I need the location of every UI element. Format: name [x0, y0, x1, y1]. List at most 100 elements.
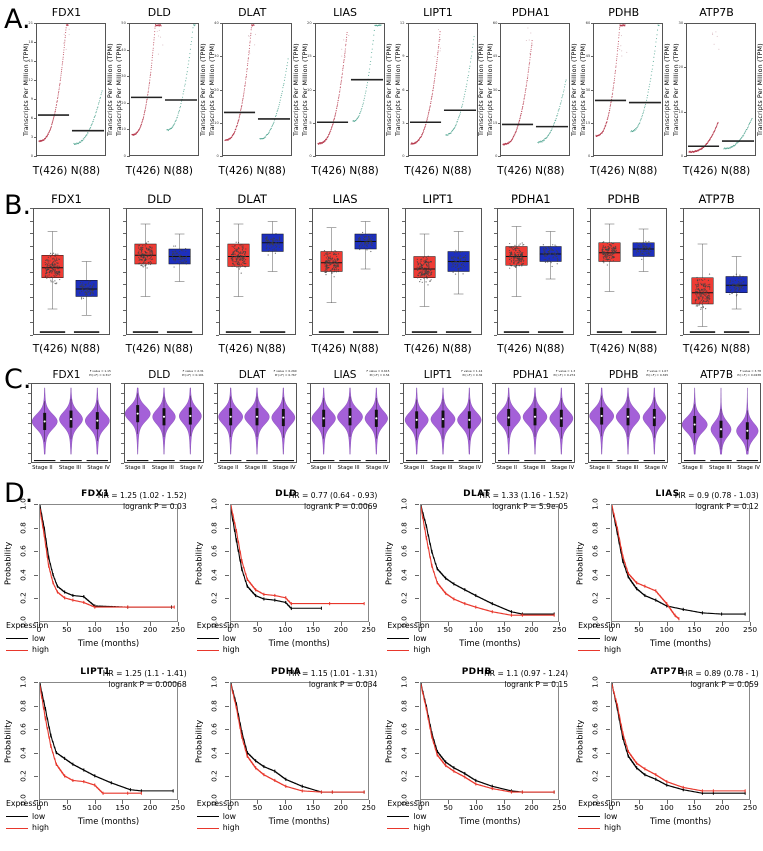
x-tick-mark [313, 622, 315, 626]
chart-title: DLD [147, 6, 171, 19]
x-tick-mark [340, 800, 342, 804]
chart-title: PDHA [270, 667, 302, 677]
x-tick-label: 0 [36, 625, 42, 634]
x-axis-label: Time (months) [268, 638, 330, 648]
y-axis-label: Transcripts Per Million (TPM) [22, 43, 30, 137]
plot-area [309, 383, 390, 463]
y-tick-label: 0.4 [590, 568, 600, 581]
y-tick-mark [606, 776, 611, 778]
stage-label: Stage III [616, 465, 639, 471]
panel-c-chart-pdha1: PDHA1 F value = 1.3 Pr(>F) = 0.274 Stage II… [484, 369, 577, 482]
y-tick-mark [606, 622, 611, 623]
legend-item-high: high [6, 644, 49, 656]
logrank-p: logrank P = 0.034 [308, 680, 378, 689]
y-axis-label: Probability [193, 541, 204, 585]
anova-stat: F value = 1.14 Pr(>F) = 0.32 [461, 369, 483, 377]
chart-title: PDHA1 [511, 6, 550, 19]
x-tick-label: 50 [62, 803, 72, 812]
pr-value: Pr(>F) = 0.32 [462, 372, 483, 377]
stage-labels: Stage II Stage III Stage IV [493, 465, 577, 471]
y-axis-ticks [397, 383, 403, 464]
y-tick-mark [415, 729, 420, 731]
plot-area [420, 504, 560, 622]
legend-item-high: high [6, 822, 49, 834]
y-tick-label: 0.4 [18, 746, 28, 759]
x-tick-mark [285, 622, 287, 626]
legend-line-icon [196, 637, 219, 639]
legend-label: high [222, 645, 240, 655]
legend-line-icon [196, 827, 219, 829]
x-tick-label: 250 [743, 625, 758, 634]
plot-area [39, 504, 178, 622]
y-tick-label: 45 [585, 54, 591, 59]
y-tick-label: 30 [121, 74, 126, 79]
stage-label: Stage III [337, 465, 360, 471]
chart-title: ATP7B [699, 6, 734, 19]
x-tick-label: 50 [634, 803, 644, 812]
y-tick-mark [34, 551, 38, 553]
plot-area [495, 383, 576, 463]
legend-line-icon [196, 649, 219, 651]
x-tick-label: 200 [524, 803, 539, 812]
x-tick-label: 150 [306, 803, 321, 812]
y-tick-mark [606, 682, 611, 683]
survival-stat: HR = 1.1 (0.97 - 1.24) logrank P = 0.15 [484, 668, 568, 690]
legend-item-low: low [6, 811, 49, 823]
legend-item-low: low [578, 811, 621, 823]
y-tick-mark [224, 776, 229, 778]
chart-title: LIPT1 [422, 192, 454, 206]
x-tick-mark [448, 622, 450, 626]
panel-d-chart-pdha: PDHA Probability 0.0 0.2 0.4 0.6 0.8 1.0 0 50 100 1… [191, 665, 382, 840]
x-tick-label: 150 [496, 625, 511, 634]
logrank-p: logrank P = 0.12 [695, 502, 759, 511]
panel-c-chart-pdhb: PDHB F value = 1.07 Pr(>F) = 0.345 Stage II… [577, 369, 670, 482]
plot-area [681, 383, 762, 463]
y-tick-label: 0.8 [399, 521, 409, 534]
y-tick-label: 60 [492, 21, 498, 25]
panel-c-row: FDX1 F value = 1.15 Pr(>F) = 0.317 Stage II… [20, 369, 763, 482]
x-tick-mark [503, 622, 505, 626]
plot-area [407, 23, 478, 156]
stage-label: Stage II [217, 465, 239, 471]
hazard-ratio: HR = 0.9 (0.78 - 1.03) [674, 491, 759, 500]
x-tick-mark [178, 800, 179, 804]
panel-a-chart-dld: DLD Transcripts Per Million (TPM) Transcri… [113, 6, 207, 177]
y-tick-label: 0.8 [209, 699, 219, 712]
panel-c-chart-dld: DLD F value = 2.31 Pr(>F) = 0.101 Stage II S… [113, 369, 206, 482]
y-axis-ticks [490, 208, 498, 336]
anova-stat: F value = 0.260 Pr(>F) = 0.767 [274, 369, 297, 377]
panel-letter-c: C. [4, 364, 32, 395]
y-axis-ticks [676, 208, 684, 336]
legend-title: Expression [196, 798, 240, 808]
y-tick-label: 0 [495, 154, 498, 158]
chart-title: DLD [275, 489, 297, 499]
x-tick-mark [313, 800, 315, 804]
x-tick-label: 250 [361, 625, 376, 634]
x-tick-label: 50 [443, 625, 453, 634]
y-tick-mark [606, 705, 611, 707]
pr-value: Pr(>F) = 0.274 [553, 372, 576, 377]
y-tick-label: 1.0 [18, 498, 28, 510]
legend-line-icon [387, 815, 410, 817]
y-tick-mark [224, 800, 229, 801]
x-axis-label: T(426) N(88) [497, 343, 565, 355]
panel-letter-b: B. [4, 190, 32, 221]
y-tick-label: 0.6 [18, 545, 28, 558]
x-tick-mark [722, 800, 724, 804]
y-tick-label: 0.8 [209, 521, 219, 534]
legend-line-icon [196, 815, 219, 817]
y-tick-mark [34, 729, 38, 731]
legend: Expression low high [196, 620, 240, 656]
logrank-p: logrank P = 0.15 [504, 680, 569, 689]
x-tick-mark [285, 800, 287, 804]
panel-d-chart-lipt1: LIPT1 Probability 0.0 0.2 0.4 0.6 0.8 1.0 0 50 100… [0, 665, 191, 840]
y-axis-label: Transcripts Per Million (TPM) [114, 43, 123, 137]
panel-a-chart-dlat: DLAT Transcripts Per Million (TPM) Transcr… [206, 6, 300, 177]
y-tick-label: 0.8 [18, 699, 28, 712]
y-tick-mark [606, 551, 611, 553]
y-tick-label: 3 [30, 135, 33, 139]
legend-label: low [32, 811, 46, 821]
x-axis-label: Time (months) [459, 638, 521, 648]
x-tick-mark [694, 800, 696, 804]
legend-label: high [604, 645, 622, 655]
